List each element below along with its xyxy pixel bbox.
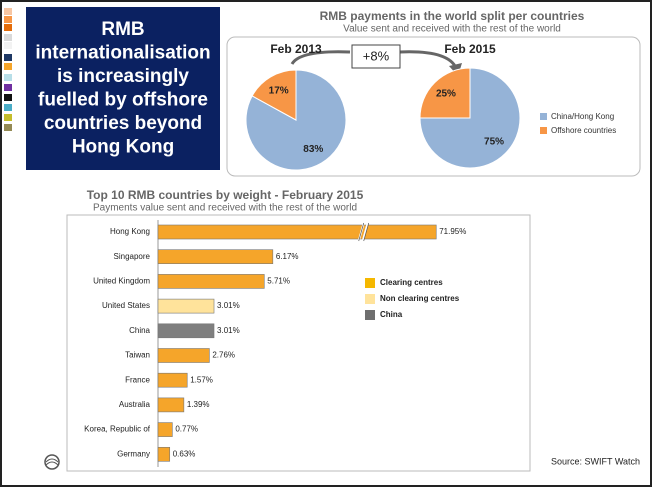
category-label: Singapore [114, 252, 151, 261]
arrow [290, 50, 351, 65]
bar [157, 323, 215, 339]
legend-swatch [365, 310, 375, 320]
bar [157, 348, 210, 363]
legend-label: Clearing centres [380, 278, 443, 287]
legend-swatch [540, 127, 547, 134]
category-label: United Kingdom [93, 277, 150, 286]
bar [157, 224, 437, 240]
bar-title: Top 10 RMB countries by weight - Februar… [87, 188, 364, 202]
axis-break [358, 222, 370, 242]
legend-label: China/Hong Kong [551, 112, 614, 121]
annotation: +8% [363, 48, 390, 63]
category-label: Hong Kong [110, 227, 150, 236]
legend-swatch [365, 294, 375, 304]
bar [157, 422, 173, 437]
value-label: 0.63% [173, 449, 196, 458]
pie-label: 25% [436, 89, 456, 100]
bar-panel [66, 214, 531, 472]
legend-label: Offshore countries [551, 126, 616, 135]
headline-line: is increasingly [57, 66, 189, 87]
headline-line: internationalisation [35, 43, 210, 64]
pie-title: RMB payments in the world split per coun… [320, 9, 585, 23]
bar [157, 274, 265, 289]
annotation-box [351, 44, 401, 69]
category-label: France [125, 375, 150, 384]
bar [157, 446, 171, 462]
value-label: 3.01% [217, 301, 240, 310]
pie-label: 83% [303, 144, 323, 155]
value-label: 3.01% [217, 326, 240, 335]
bar-subtitle: Payments value sent and received with th… [93, 203, 357, 214]
pie-subtitle: Value sent and received with the rest of… [343, 24, 561, 35]
headline-line: fuelled by offshore [38, 90, 208, 111]
headline-line: Hong Kong [72, 137, 174, 158]
pie-name: Feb 2013 [270, 42, 322, 56]
pie-label: 17% [269, 85, 289, 96]
legend-label: China [380, 310, 403, 319]
legend-label: Non clearing centres [380, 294, 460, 303]
bar [157, 298, 215, 314]
category-label: China [129, 326, 150, 335]
category-label: Taiwan [125, 351, 150, 360]
source: Source: SWIFT Watch [551, 456, 640, 466]
value-label: 1.57% [190, 375, 213, 384]
legend-swatch [540, 113, 547, 120]
category-label: Australia [119, 400, 151, 409]
category-label: United States [102, 301, 150, 310]
legend-swatch [365, 278, 375, 288]
value-label: 5.71% [267, 277, 290, 286]
value-label: 1.39% [187, 400, 210, 409]
category-label: Germany [117, 449, 150, 458]
bar [157, 372, 188, 388]
headline-line: countries beyond [44, 113, 202, 134]
bar [157, 249, 274, 264]
pie-label: 75% [484, 137, 504, 148]
value-label: 6.17% [276, 252, 299, 261]
value-label: 2.76% [212, 351, 235, 360]
headline-box [26, 7, 220, 170]
category-label: Korea, Republic of [84, 425, 151, 434]
pie-name: Feb 2015 [444, 42, 496, 56]
swift-logo [44, 454, 60, 470]
pie-slice [251, 69, 297, 121]
pie-slice [419, 67, 471, 119]
color-strip [4, 8, 12, 131]
pie-slice [419, 67, 521, 169]
value-label: 71.95% [439, 227, 466, 236]
value-label: 0.77% [175, 425, 198, 434]
headline-line: RMB [101, 19, 144, 40]
bar [157, 397, 185, 413]
